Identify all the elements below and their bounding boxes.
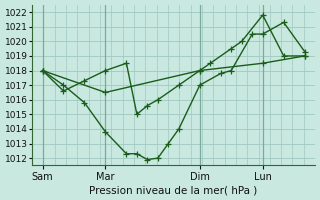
X-axis label: Pression niveau de la mer( hPa ): Pression niveau de la mer( hPa ) (90, 185, 258, 195)
